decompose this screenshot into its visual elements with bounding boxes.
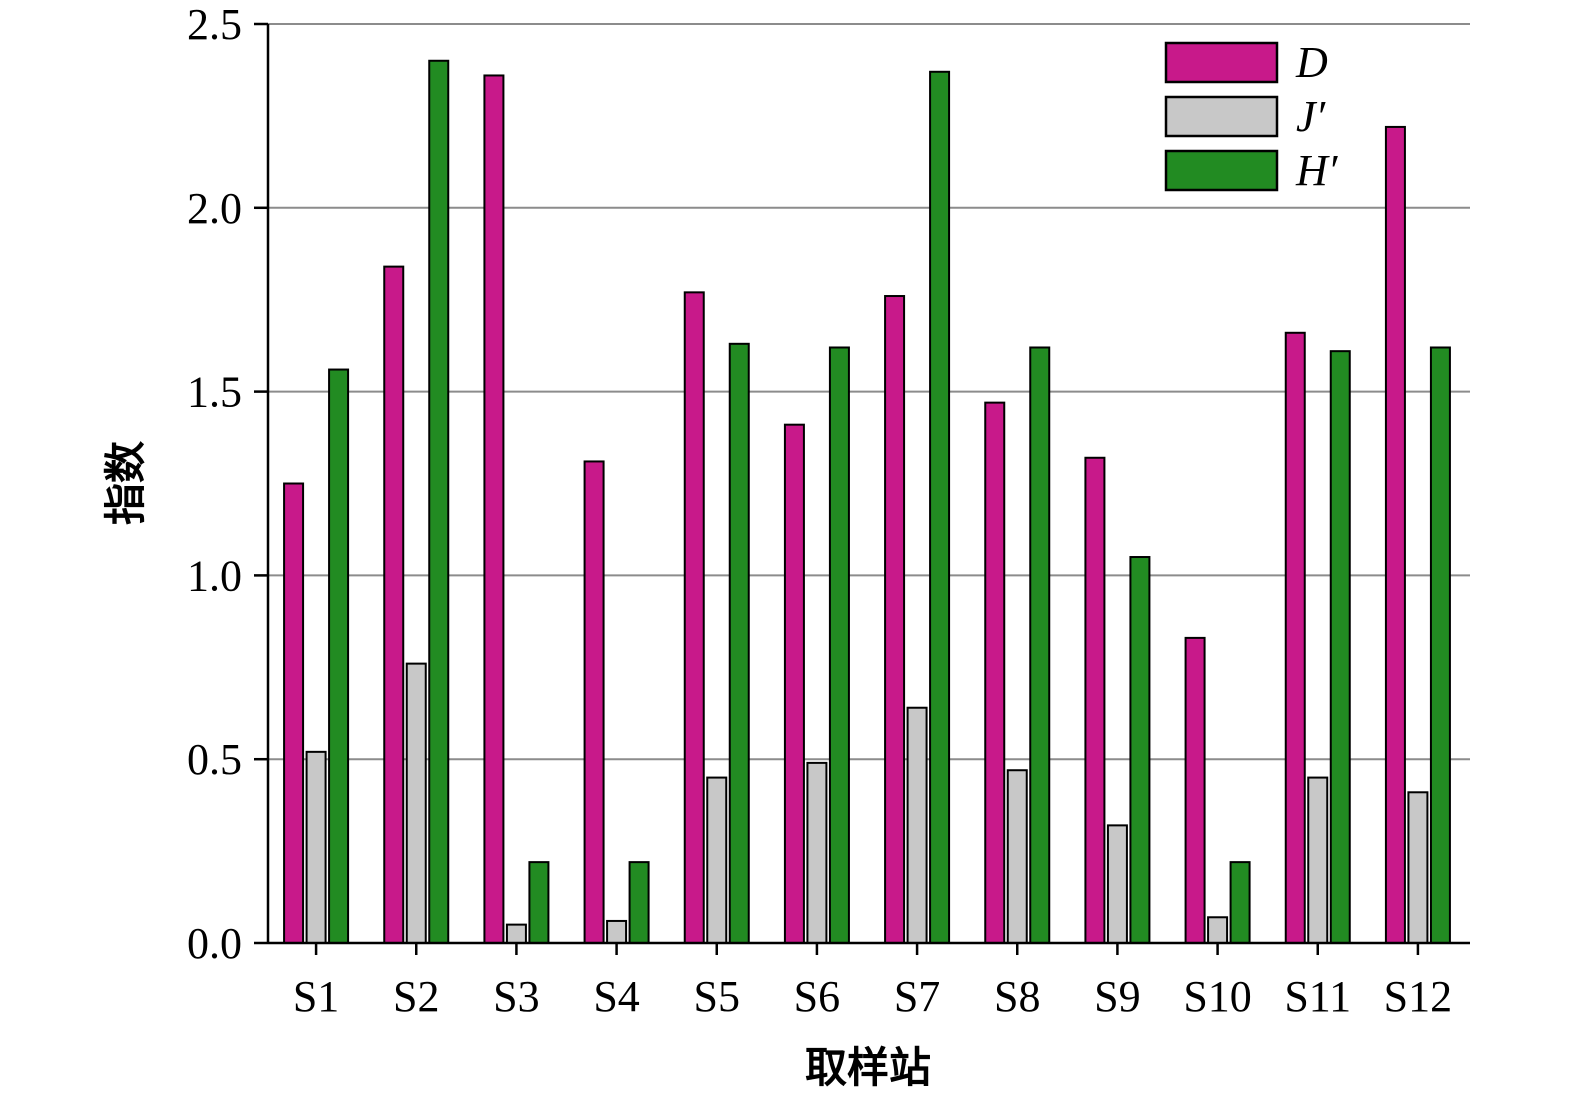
legend-label-1: J′ — [1296, 92, 1327, 141]
y-tick-label-4: 2.0 — [187, 184, 242, 233]
x-tick-label-6: S7 — [894, 972, 940, 1021]
bar-S3-series-1 — [505, 923, 527, 944]
y-tick-label-5: 2.5 — [187, 0, 242, 49]
x-tick-label-0: S1 — [293, 972, 339, 1021]
bar-S9-series-0 — [1084, 456, 1106, 944]
bar-S7-series-1 — [906, 706, 928, 945]
bar-S9-series-2 — [1129, 556, 1151, 945]
x-tick-label-9: S10 — [1183, 972, 1251, 1021]
bar-S11-series-0 — [1284, 331, 1306, 944]
bar-S2-series-1 — [405, 662, 427, 945]
bar-S1-series-1 — [305, 750, 327, 945]
legend-swatch-2 — [1164, 149, 1279, 192]
x-tick-label-11: S12 — [1384, 972, 1452, 1021]
bar-S5-series-1 — [706, 776, 728, 945]
bar-S11-series-1 — [1307, 776, 1329, 945]
x-tick-label-2: S3 — [493, 972, 539, 1021]
bar-S4-series-1 — [606, 919, 628, 944]
y-ticks: 0.0 0.5 1.0 1.5 2.0 2.5 — [187, 0, 268, 968]
bar-S3-series-0 — [483, 74, 505, 945]
bar-S7-series-0 — [884, 295, 906, 944]
x-tick-label-3: S4 — [593, 972, 639, 1021]
x-tick-label-4: S5 — [694, 972, 740, 1021]
x-tick-label-8: S9 — [1094, 972, 1140, 1021]
y-tick-label-2: 1.0 — [187, 551, 242, 600]
x-axis-label: 取样站 — [805, 1043, 931, 1092]
x-tick-label-7: S8 — [994, 972, 1040, 1021]
bar-S8-series-2 — [1029, 346, 1051, 945]
bar-S6-series-0 — [783, 423, 805, 944]
bar-S9-series-1 — [1106, 824, 1128, 944]
bar-S8-series-1 — [1006, 769, 1028, 945]
x-ticks: S1 S2 S3 S4 S5 S6 S7 S8 S9 S10 S11 S12 — [293, 943, 1452, 1021]
bar-S1-series-2 — [328, 368, 350, 944]
x-tick-label-1: S2 — [393, 972, 439, 1021]
y-axis-label: 指数 — [101, 441, 150, 525]
bar-S6-series-1 — [806, 761, 828, 944]
legend-swatch-1 — [1164, 95, 1279, 138]
y-tick-label-0: 0.0 — [187, 919, 242, 968]
axes — [266, 24, 1470, 945]
bar-S2-series-0 — [383, 265, 405, 944]
bar-S5-series-2 — [728, 342, 750, 944]
bar-S10-series-2 — [1229, 861, 1251, 944]
bar-S8-series-0 — [984, 401, 1006, 944]
legend: D J′ H′ — [1164, 38, 1339, 195]
y-tick-label-1: 0.5 — [187, 735, 242, 784]
grid-lines — [268, 23, 1470, 761]
bar-S4-series-2 — [628, 861, 650, 944]
bar-S10-series-0 — [1184, 636, 1206, 945]
x-tick-label-10: S11 — [1284, 972, 1351, 1021]
bar-S7-series-2 — [929, 70, 951, 944]
x-tick-label-5: S6 — [794, 972, 840, 1021]
legend-label-2: H′ — [1295, 146, 1339, 195]
legend-label-0: D — [1295, 38, 1328, 87]
y-tick-label-3: 1.5 — [187, 368, 242, 417]
bar-S1-series-0 — [283, 482, 305, 944]
bar-S2-series-2 — [428, 59, 450, 944]
bar-S12-series-2 — [1429, 346, 1451, 945]
bar-S10-series-1 — [1207, 916, 1229, 945]
bar-S12-series-1 — [1407, 791, 1429, 944]
bar-S12-series-0 — [1384, 125, 1406, 945]
bar-S5-series-0 — [683, 291, 705, 944]
bar-S4-series-0 — [583, 460, 605, 944]
bar-S3-series-2 — [528, 861, 550, 944]
bars — [283, 59, 1451, 945]
bar-S11-series-2 — [1329, 350, 1351, 944]
legend-swatch-0 — [1164, 41, 1279, 84]
bar-S6-series-2 — [828, 346, 850, 945]
